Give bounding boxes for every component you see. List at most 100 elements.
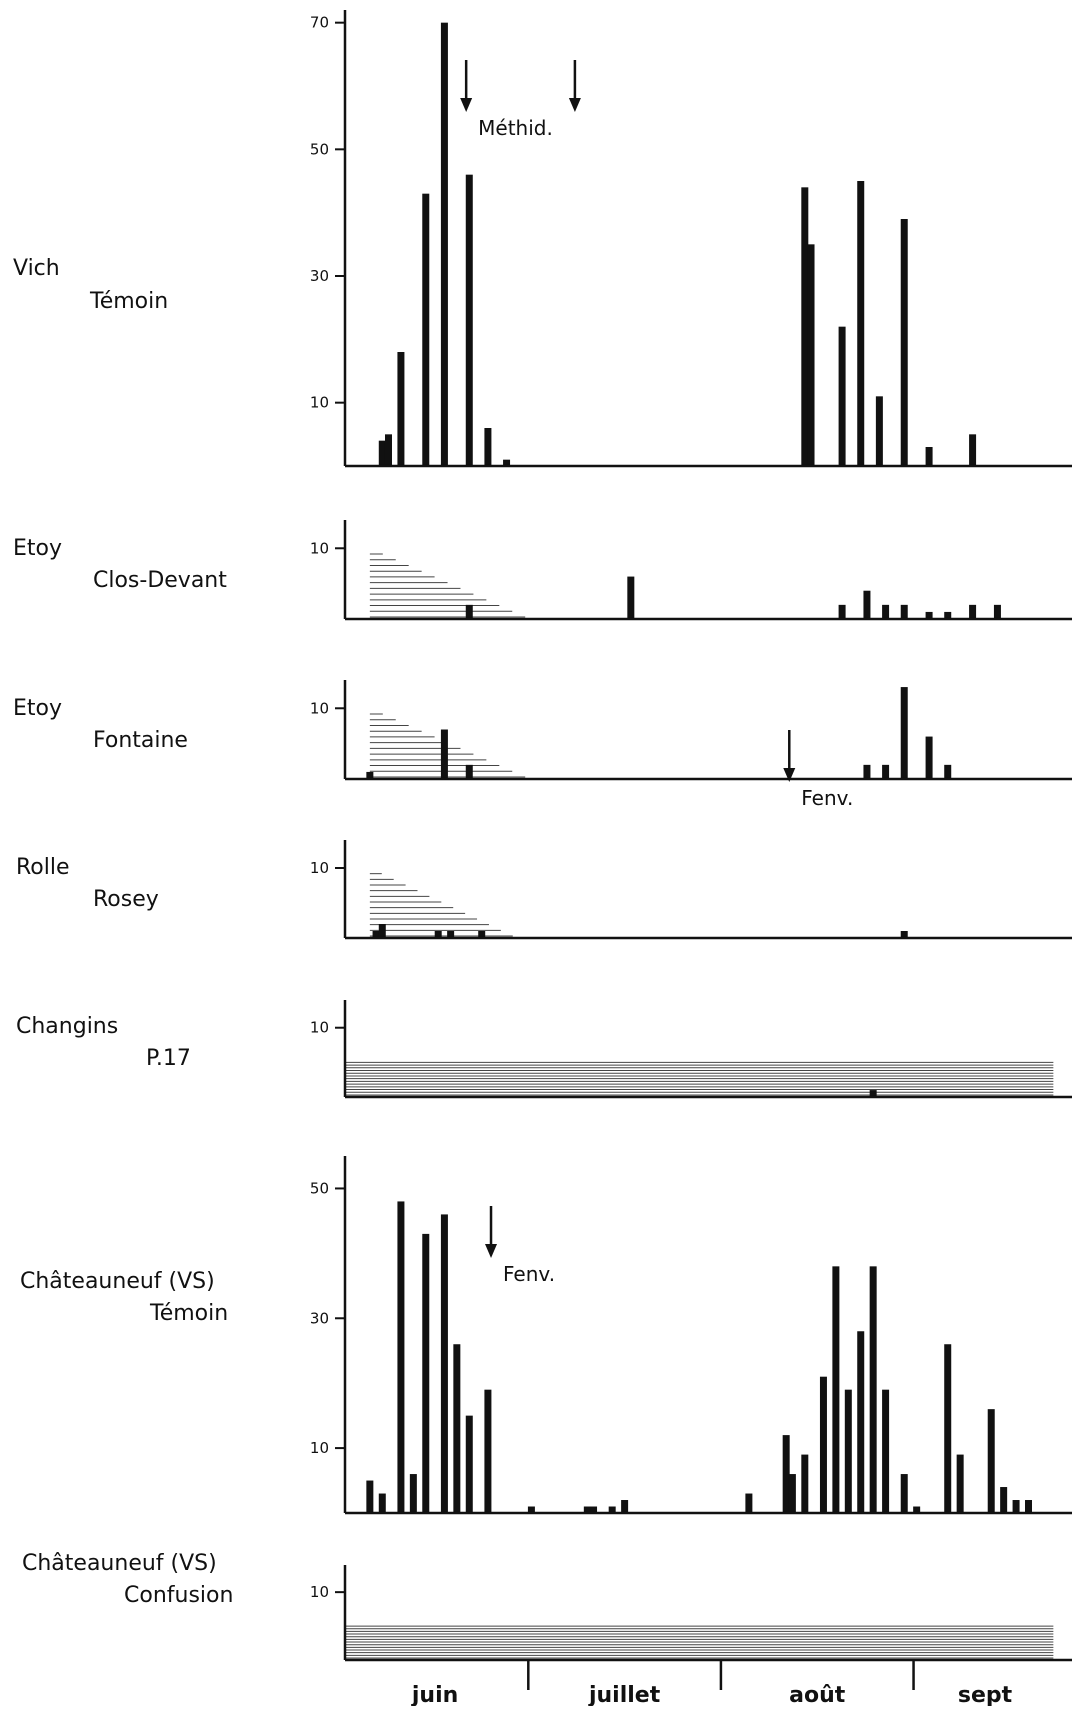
bar: [857, 1331, 865, 1513]
bar: [863, 590, 871, 619]
bar: [869, 1266, 877, 1513]
bar: [745, 1493, 753, 1513]
bar: [1000, 1487, 1008, 1513]
bar: [844, 1389, 852, 1513]
annotation-arrowhead: [783, 768, 796, 782]
site-label: Etoy: [13, 536, 62, 561]
bar: [440, 1214, 448, 1513]
bar: [453, 1344, 461, 1513]
bar: [925, 447, 933, 466]
site-label: Etoy: [13, 696, 62, 721]
site-label: Vich: [13, 256, 60, 281]
plot-label: P.17: [146, 1046, 191, 1071]
y-tick-label: 10: [310, 1019, 329, 1037]
annotation-arrowhead: [568, 98, 581, 112]
plot-label: Fontaine: [93, 728, 188, 753]
annotation-label: Fenv.: [801, 786, 853, 810]
plot-label: Témoin: [89, 289, 168, 314]
bar: [944, 1344, 952, 1513]
y-tick-label: 10: [310, 1439, 329, 1457]
y-tick-label: 30: [310, 267, 329, 285]
y-tick-label: 10: [310, 699, 329, 717]
bar: [925, 611, 933, 619]
bar: [1025, 1500, 1033, 1513]
month-label: juillet: [588, 1683, 661, 1706]
bar: [440, 729, 448, 779]
bar: [987, 1409, 995, 1513]
bar: [900, 1474, 908, 1513]
annotation-arrowhead: [460, 98, 473, 112]
bar: [465, 604, 473, 619]
bar: [465, 174, 473, 466]
bar: [882, 604, 890, 619]
plot-label: Clos-Devant: [93, 568, 227, 593]
bar: [1012, 1500, 1020, 1513]
annotation-arrowhead: [485, 1244, 498, 1258]
bar: [944, 611, 952, 619]
bar: [819, 1376, 827, 1513]
bar: [397, 352, 405, 466]
site-label: Châteauneuf (VS): [20, 1269, 215, 1294]
bar: [434, 931, 442, 938]
bar: [478, 931, 486, 938]
bar: [378, 924, 386, 938]
bar: [527, 1506, 535, 1513]
bar: [503, 459, 511, 466]
bar: [372, 931, 380, 938]
bar: [590, 1506, 598, 1513]
bar: [465, 764, 473, 779]
bar: [378, 1493, 386, 1513]
annotation-label: Fenv.: [503, 1262, 555, 1286]
y-tick-label: 10: [310, 394, 329, 412]
bar: [900, 687, 908, 779]
plot-label: Témoin: [149, 1301, 228, 1326]
bar: [782, 1435, 790, 1513]
month-label: juin: [411, 1683, 458, 1706]
bar: [969, 434, 977, 466]
bar: [863, 764, 871, 779]
bar: [913, 1506, 921, 1513]
bar: [838, 604, 846, 619]
bar: [900, 219, 908, 466]
bar: [801, 187, 809, 467]
bar: [378, 440, 386, 466]
bar: [422, 193, 430, 466]
bar: [384, 434, 392, 466]
y-tick-label: 50: [310, 1179, 329, 1197]
bar: [422, 1233, 430, 1513]
bar: [801, 1454, 809, 1513]
bar: [869, 1090, 877, 1097]
y-tick-label: 30: [310, 1309, 329, 1327]
bar: [366, 771, 374, 779]
bar: [925, 736, 933, 779]
bar: [969, 604, 977, 619]
bar: [882, 764, 890, 779]
site-label: Rolle: [16, 855, 70, 880]
bar: [627, 576, 635, 619]
month-label: sept: [958, 1683, 1013, 1706]
site-label: Changins: [16, 1014, 118, 1039]
y-tick-label: 10: [310, 1583, 329, 1601]
bar: [366, 1480, 374, 1513]
bar: [944, 764, 952, 779]
y-tick-label: 10: [310, 859, 329, 877]
bar: [447, 931, 455, 938]
bar: [807, 244, 815, 466]
bar: [484, 1389, 492, 1513]
bar: [788, 1474, 796, 1513]
bar: [440, 22, 448, 467]
bar: [465, 1415, 473, 1513]
bar: [608, 1506, 616, 1513]
bar: [900, 604, 908, 619]
bar: [583, 1506, 591, 1513]
bar: [882, 1389, 890, 1513]
bar: [900, 931, 908, 938]
y-tick-label: 70: [310, 14, 329, 32]
y-tick-label: 10: [310, 539, 329, 557]
bar: [838, 326, 846, 466]
bar: [621, 1500, 629, 1513]
bar: [956, 1454, 964, 1513]
bar: [409, 1474, 417, 1513]
site-label: Châteauneuf (VS): [22, 1551, 217, 1576]
